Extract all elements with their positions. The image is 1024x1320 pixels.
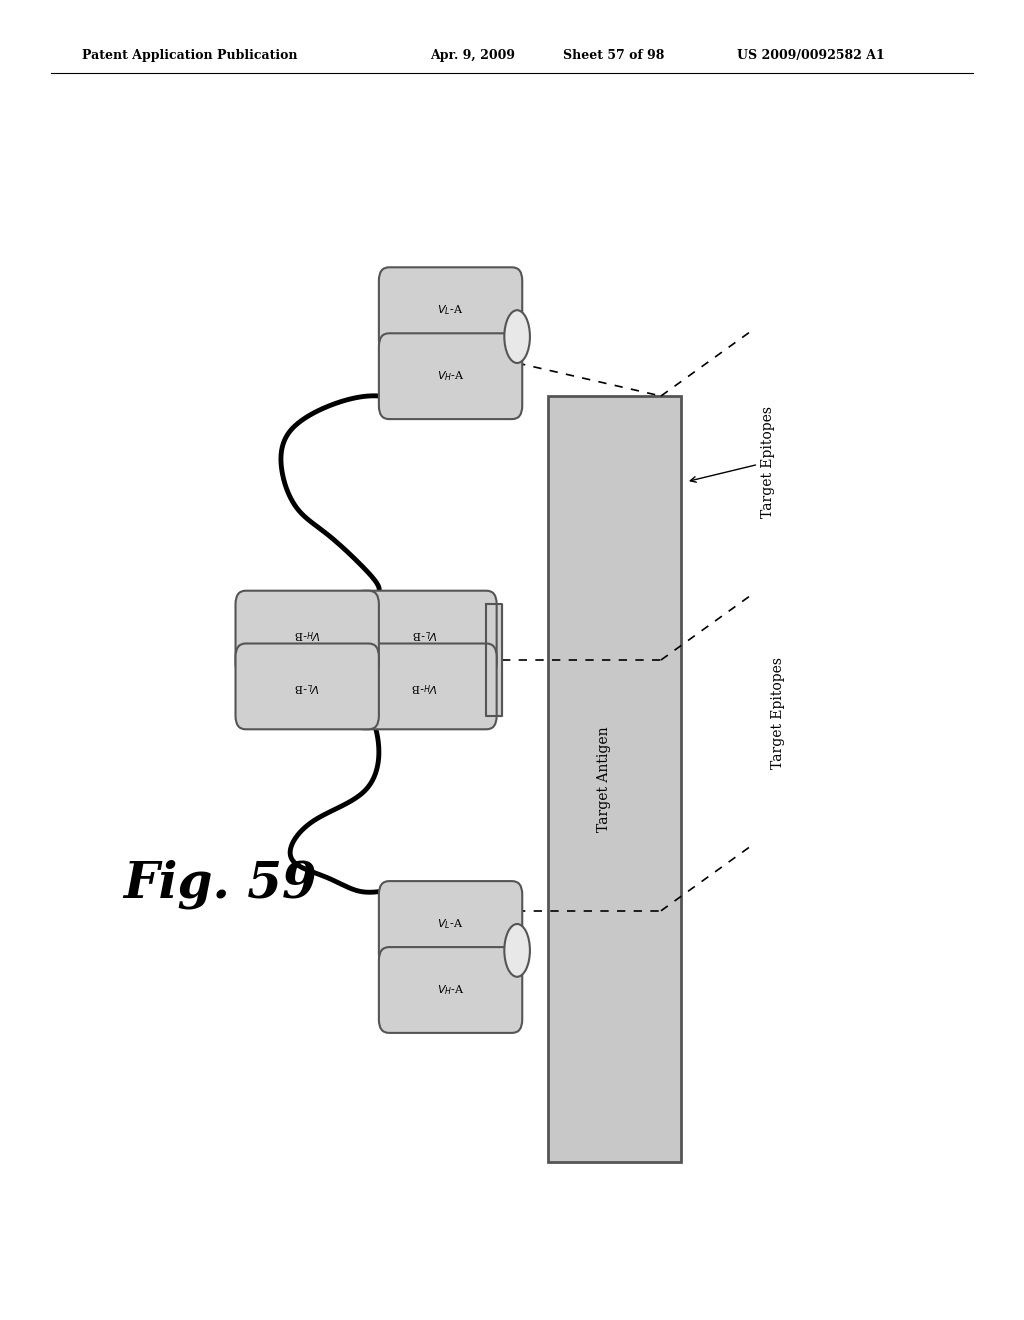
Text: $V_H$-B: $V_H$-B bbox=[294, 627, 321, 640]
Text: $V_H$-B: $V_H$-B bbox=[412, 680, 438, 693]
FancyBboxPatch shape bbox=[379, 267, 522, 352]
Text: Patent Application Publication: Patent Application Publication bbox=[82, 49, 297, 62]
Text: Fig. 59: Fig. 59 bbox=[123, 859, 316, 909]
Text: Sheet 57 of 98: Sheet 57 of 98 bbox=[563, 49, 665, 62]
Text: $V_H$-A: $V_H$-A bbox=[436, 370, 465, 383]
Text: Target Antigen: Target Antigen bbox=[597, 726, 611, 832]
FancyBboxPatch shape bbox=[353, 591, 497, 676]
Text: $V_H$-A: $V_H$-A bbox=[436, 983, 465, 997]
Text: Apr. 9, 2009: Apr. 9, 2009 bbox=[430, 49, 515, 62]
Text: $V_L$-B: $V_L$-B bbox=[295, 680, 319, 693]
Text: $V_L$-A: $V_L$-A bbox=[437, 917, 464, 931]
Text: Target Epitopes: Target Epitopes bbox=[690, 407, 775, 517]
FancyBboxPatch shape bbox=[236, 644, 379, 729]
FancyBboxPatch shape bbox=[548, 396, 681, 1162]
Text: US 2009/0092582 A1: US 2009/0092582 A1 bbox=[737, 49, 885, 62]
Text: Target Epitopes: Target Epitopes bbox=[771, 657, 785, 768]
Ellipse shape bbox=[504, 310, 530, 363]
FancyBboxPatch shape bbox=[379, 882, 522, 966]
FancyBboxPatch shape bbox=[353, 644, 497, 729]
Text: $V_L$-A: $V_L$-A bbox=[437, 304, 464, 317]
FancyBboxPatch shape bbox=[379, 948, 522, 1032]
Text: $V_L$-B: $V_L$-B bbox=[413, 627, 437, 640]
Polygon shape bbox=[486, 605, 502, 715]
Ellipse shape bbox=[504, 924, 530, 977]
FancyBboxPatch shape bbox=[236, 591, 379, 676]
FancyBboxPatch shape bbox=[379, 333, 522, 420]
